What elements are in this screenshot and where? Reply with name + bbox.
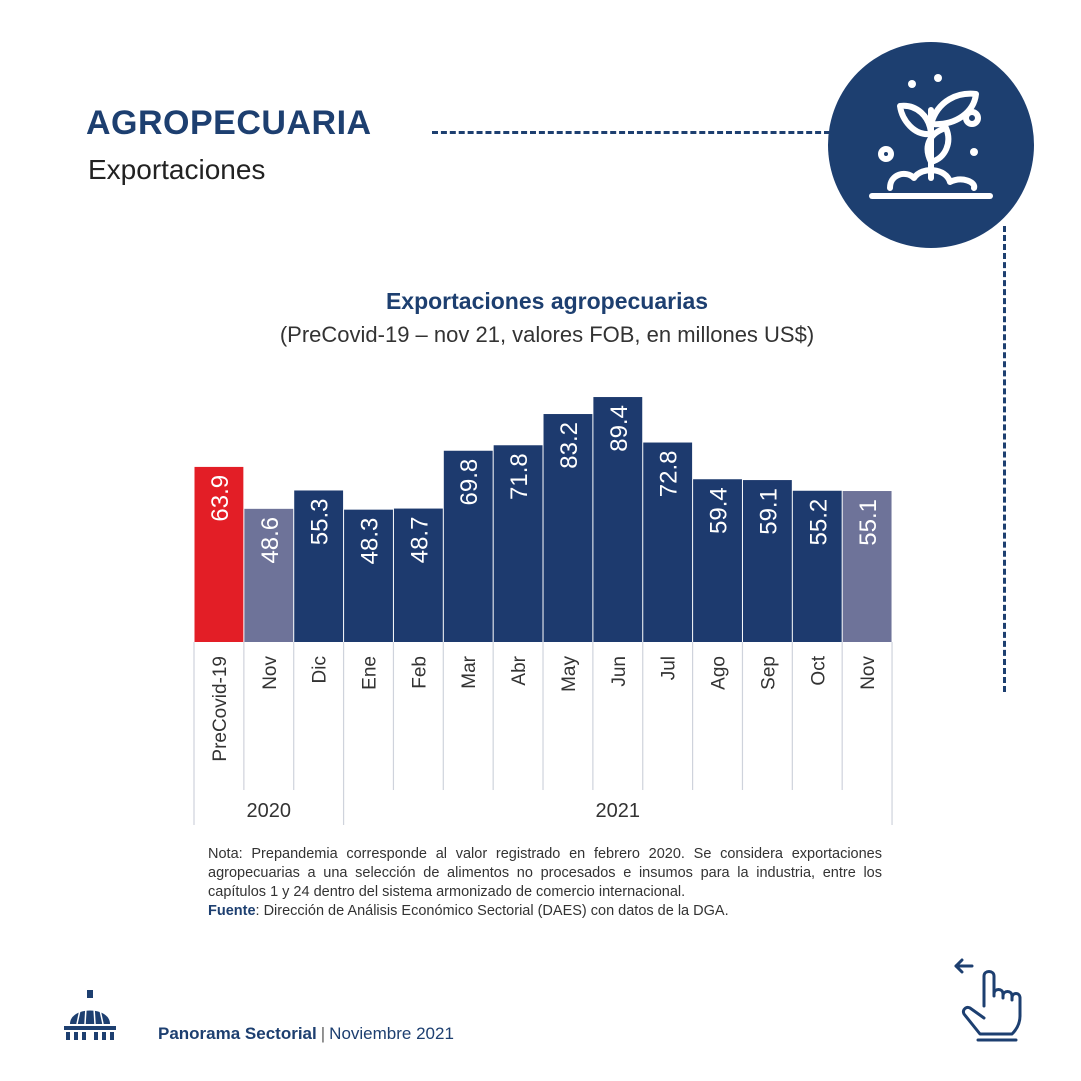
data-label: 69.8 bbox=[456, 459, 483, 506]
section-title: AGROPECUARIA bbox=[86, 104, 372, 142]
year-group-label: 2021 bbox=[596, 800, 641, 822]
source-text: : Dirección de Análisis Económico Sector… bbox=[255, 903, 729, 919]
category-label: Jun bbox=[609, 656, 630, 687]
dashed-connector-horizontal bbox=[432, 131, 830, 134]
data-label: 89.4 bbox=[606, 405, 633, 452]
data-label: 71.8 bbox=[506, 453, 533, 500]
category-label: Sep bbox=[758, 656, 779, 690]
bar-14 bbox=[842, 491, 892, 642]
data-label: 59.4 bbox=[706, 487, 733, 534]
year-group-label: 2020 bbox=[247, 800, 292, 822]
chart-note: Nota: Prepandemia corresponde al valor r… bbox=[208, 845, 882, 921]
data-label: 55.3 bbox=[307, 498, 334, 545]
note-text: Nota: Prepandemia corresponde al valor r… bbox=[208, 846, 882, 900]
data-label: 83.2 bbox=[556, 422, 583, 469]
category-label: Jul bbox=[659, 656, 680, 680]
bar-9 bbox=[593, 397, 643, 642]
category-label: Abr bbox=[509, 655, 530, 685]
category-label: PreCovid-19 bbox=[210, 656, 231, 762]
bar-10 bbox=[643, 442, 693, 642]
bar-2 bbox=[244, 508, 294, 642]
category-label: Nov bbox=[858, 656, 879, 690]
data-label: 63.9 bbox=[207, 475, 234, 522]
category-label: Oct bbox=[808, 655, 829, 685]
source-label: Fuente bbox=[208, 903, 256, 919]
bar-8 bbox=[543, 414, 593, 642]
data-label: 48.6 bbox=[257, 517, 284, 564]
data-label: 48.7 bbox=[406, 517, 433, 564]
category-label: Feb bbox=[409, 656, 430, 689]
bar-5 bbox=[393, 508, 443, 642]
footer: Panorama Sectorial | Noviembre 2021 bbox=[158, 1024, 454, 1044]
category-label: Mar bbox=[459, 655, 480, 688]
data-label: 59.1 bbox=[755, 488, 782, 535]
bar-4 bbox=[344, 509, 393, 642]
bar-7 bbox=[493, 445, 543, 642]
footer-date: Noviembre 2021 bbox=[329, 1024, 454, 1043]
dashed-connector-vertical bbox=[1003, 226, 1006, 692]
section-subtitle: Exportaciones bbox=[88, 154, 266, 185]
bar-12 bbox=[742, 480, 792, 642]
dome-logo-icon bbox=[64, 990, 116, 1040]
category-label: Dic bbox=[310, 656, 331, 683]
bar-11 bbox=[693, 479, 742, 642]
chart-subtitle: (PreCovid-19 – nov 21, valores FOB, en m… bbox=[279, 322, 815, 347]
data-label: 48.3 bbox=[357, 518, 384, 565]
data-label: 55.2 bbox=[805, 499, 832, 546]
plant-growth-icon bbox=[828, 42, 1034, 248]
swipe-left-icon[interactable] bbox=[950, 958, 1024, 1044]
footer-separator: | bbox=[320, 1024, 326, 1043]
category-label: Ago bbox=[709, 656, 730, 690]
footer-brand: Panorama Sectorial bbox=[158, 1024, 317, 1043]
category-label: May bbox=[559, 656, 580, 692]
category-label: Nov bbox=[260, 656, 281, 690]
bar-3 bbox=[294, 490, 344, 642]
chart-title: Exportaciones agropecuarias bbox=[385, 288, 709, 314]
bar-13 bbox=[792, 490, 842, 642]
category-label: Ene bbox=[360, 656, 381, 690]
bar-1 bbox=[194, 466, 244, 642]
data-label: 72.8 bbox=[656, 451, 683, 498]
data-label: 55.1 bbox=[855, 499, 882, 546]
bar-6 bbox=[443, 450, 493, 642]
